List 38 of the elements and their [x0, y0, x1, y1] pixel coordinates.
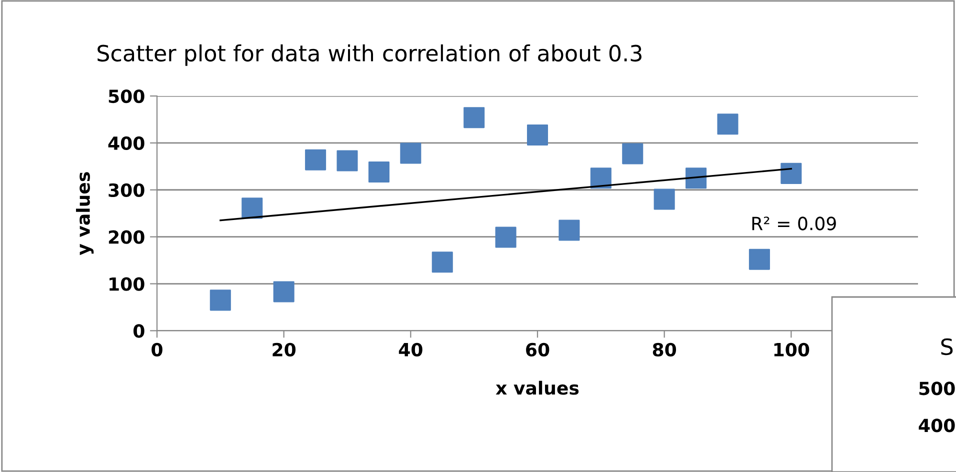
y-tick-label: 300: [108, 183, 144, 197]
x-tick-label: 20: [272, 342, 296, 356]
y-axis-title: y values: [76, 172, 94, 256]
text: 500: [919, 382, 955, 396]
y-tick-label: 100: [110, 277, 144, 291]
y-tick-label: 0: [133, 324, 144, 338]
point: [558, 220, 580, 241]
point: [686, 168, 707, 189]
point: [432, 252, 453, 273]
point: [242, 198, 263, 219]
point: [622, 143, 644, 164]
y-tick-label: 500: [108, 89, 144, 104]
point: [717, 114, 738, 135]
y-tick-label: 400: [108, 136, 144, 150]
point: [780, 162, 802, 184]
point: [464, 107, 485, 128]
annotation: R² = 0.09: [752, 216, 836, 230]
y-tick-label: 200: [108, 230, 144, 244]
point: [590, 168, 612, 189]
point: [305, 149, 326, 170]
x-axis-title: x values: [496, 380, 579, 395]
point: [526, 124, 548, 146]
x-tick-label: 60: [526, 342, 550, 356]
x-tick-label: 100: [774, 342, 810, 356]
x-tick-label: 0: [152, 342, 162, 356]
point: [654, 188, 675, 210]
point: [336, 150, 358, 172]
point: [495, 226, 516, 248]
point: [400, 142, 422, 164]
text: S: [941, 338, 953, 356]
point: [210, 290, 231, 311]
point: [273, 281, 294, 302]
point: [368, 162, 390, 183]
chart-title: Scatter plot for data with correlation of about 0.3: [98, 44, 642, 66]
point: [748, 248, 770, 270]
text: 400: [918, 418, 955, 432]
x-tick-label: 80: [652, 342, 676, 356]
x-tick-label: 40: [398, 342, 422, 356]
